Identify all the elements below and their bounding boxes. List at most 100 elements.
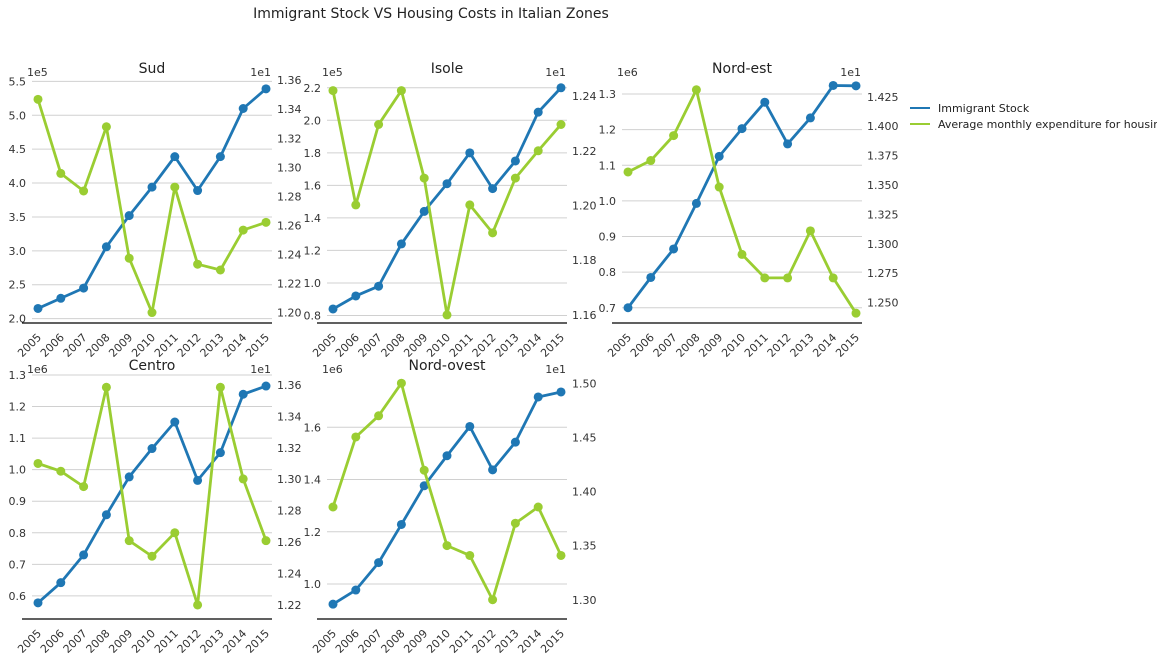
series-line-immigrant [332, 390, 562, 606]
data-point-immigrant [419, 481, 429, 491]
x-tick-label: 2013 [788, 331, 817, 360]
data-point-housing [238, 225, 248, 235]
data-point-housing [101, 382, 111, 392]
data-point-housing [351, 432, 361, 442]
data-point-immigrant [714, 151, 724, 161]
x-tick-label: 2014 [810, 331, 839, 360]
data-point-immigrant [261, 381, 271, 391]
x-tick-label: 2011 [742, 331, 771, 360]
right-tick-label: 1.22 [572, 145, 597, 158]
right-tick-label: 1.16 [572, 309, 597, 322]
data-point-housing [124, 536, 134, 546]
data-point-immigrant [805, 113, 815, 123]
data-point-immigrant [556, 387, 566, 397]
data-point-housing [465, 200, 475, 210]
left-tick-label: 1.6 [304, 179, 322, 192]
panel-isole: 0.8 1.0 1.2 1.4 1.6 1.8 2.0 2.2 1.16 1.18 1.20 1.22… [304, 61, 597, 360]
left-axis-multiplier: 1e6 [617, 66, 638, 79]
left-tick-label: 0.8 [9, 527, 27, 540]
figure-title: Immigrant Stock VS Housing Costs in Ital… [253, 6, 609, 22]
right-tick-label: 1.35 [572, 540, 597, 553]
series-line-immigrant [332, 86, 563, 311]
data-point-housing [396, 378, 406, 388]
data-point-housing [510, 173, 520, 183]
right-tick-label: 1.36 [277, 379, 302, 392]
right-tick-label: 1.26 [277, 536, 302, 549]
data-point-housing [783, 273, 793, 283]
panel-sud: 2.0 2.5 3.0 3.5 4.0 4.5 5.0 5.5 1.20 1.22 1.24 1.26… [9, 61, 302, 360]
left-tick-label: 1.4 [304, 474, 322, 487]
x-tick-label: 2005 [310, 627, 339, 656]
data-point-housing [851, 308, 861, 318]
data-point-immigrant [510, 437, 520, 447]
x-tick-label: 2015 [538, 331, 567, 360]
data-point-immigrant [374, 558, 384, 568]
panel-title: Isole [431, 61, 464, 77]
data-point-housing [238, 474, 248, 484]
x-tick-label: 2012 [765, 331, 794, 360]
data-point-housing [419, 465, 429, 475]
data-point-immigrant [56, 293, 66, 303]
data-point-immigrant [465, 421, 475, 431]
series-line-housing [627, 88, 858, 314]
right-tick-label: 1.34 [277, 410, 302, 423]
x-tick-label: 2012 [175, 331, 204, 360]
legend-label-immigrant: Immigrant Stock [938, 102, 1030, 115]
right-tick-label: 1.250 [867, 297, 899, 310]
panel-title: Centro [129, 358, 176, 374]
data-point-immigrant [396, 519, 406, 529]
data-point-immigrant [170, 417, 180, 427]
panel-nord-ovest: 1.0 1.2 1.4 1.6 1.30 1.35 1.40 1.45 1.50 20052006… [304, 358, 597, 656]
left-tick-label: 1.2 [9, 401, 27, 414]
data-point-housing [261, 217, 271, 227]
x-tick-label: 2009 [106, 627, 135, 656]
data-point-housing [328, 502, 338, 512]
right-axis-multiplier: 1e1 [250, 66, 271, 79]
x-tick-label: 2008 [84, 331, 113, 360]
right-tick-label: 1.34 [277, 103, 302, 116]
right-tick-label: 1.28 [277, 190, 302, 203]
data-point-housing [396, 86, 406, 96]
data-point-housing [533, 146, 543, 156]
data-point-housing [33, 458, 43, 468]
data-point-housing [442, 310, 452, 320]
left-tick-label: 1.4 [304, 212, 322, 225]
right-tick-label: 1.18 [572, 254, 597, 267]
data-point-housing [374, 411, 384, 421]
right-tick-label: 1.30 [277, 473, 302, 486]
x-tick-label: 2005 [15, 331, 44, 360]
right-axis-multiplier: 1e1 [545, 66, 566, 79]
data-point-housing [79, 482, 89, 492]
x-tick-label: 2007 [356, 627, 385, 656]
right-tick-label: 1.32 [277, 442, 302, 455]
right-tick-label: 1.24 [277, 568, 302, 581]
data-point-housing [33, 94, 43, 104]
right-axis-multiplier: 1e1 [545, 363, 566, 376]
data-point-immigrant [193, 186, 203, 196]
left-tick-label: 1.1 [9, 432, 27, 445]
data-point-housing [805, 226, 815, 236]
right-tick-label: 1.275 [867, 267, 899, 280]
data-point-housing [56, 168, 66, 178]
left-tick-label: 1.3 [9, 369, 27, 382]
data-point-housing [124, 253, 134, 263]
data-point-housing [465, 550, 475, 560]
x-tick-label: 2012 [175, 627, 204, 656]
legend-label-housing: Average monthly expenditure for housing [938, 118, 1157, 131]
x-tick-label: 2013 [198, 627, 227, 656]
left-tick-label: 3.0 [9, 245, 27, 258]
right-axis-multiplier: 1e1 [840, 66, 861, 79]
data-point-immigrant [238, 104, 248, 113]
series-line-housing [331, 89, 563, 317]
data-point-immigrant [851, 81, 861, 91]
panel-title: Nord-ovest [409, 358, 487, 374]
x-tick-label: 2009 [696, 331, 725, 360]
data-point-immigrant [533, 392, 543, 402]
left-tick-label: 5.0 [9, 109, 27, 122]
data-point-housing [147, 308, 157, 318]
panel-nord-est: 0.7 0.8 0.9 1.0 1.1 1.2 1.3 1.250 1.275 1.300 1.32… [599, 61, 899, 360]
right-tick-label: 1.26 [277, 219, 302, 232]
data-point-immigrant [328, 599, 338, 609]
right-tick-label: 1.36 [277, 74, 302, 87]
